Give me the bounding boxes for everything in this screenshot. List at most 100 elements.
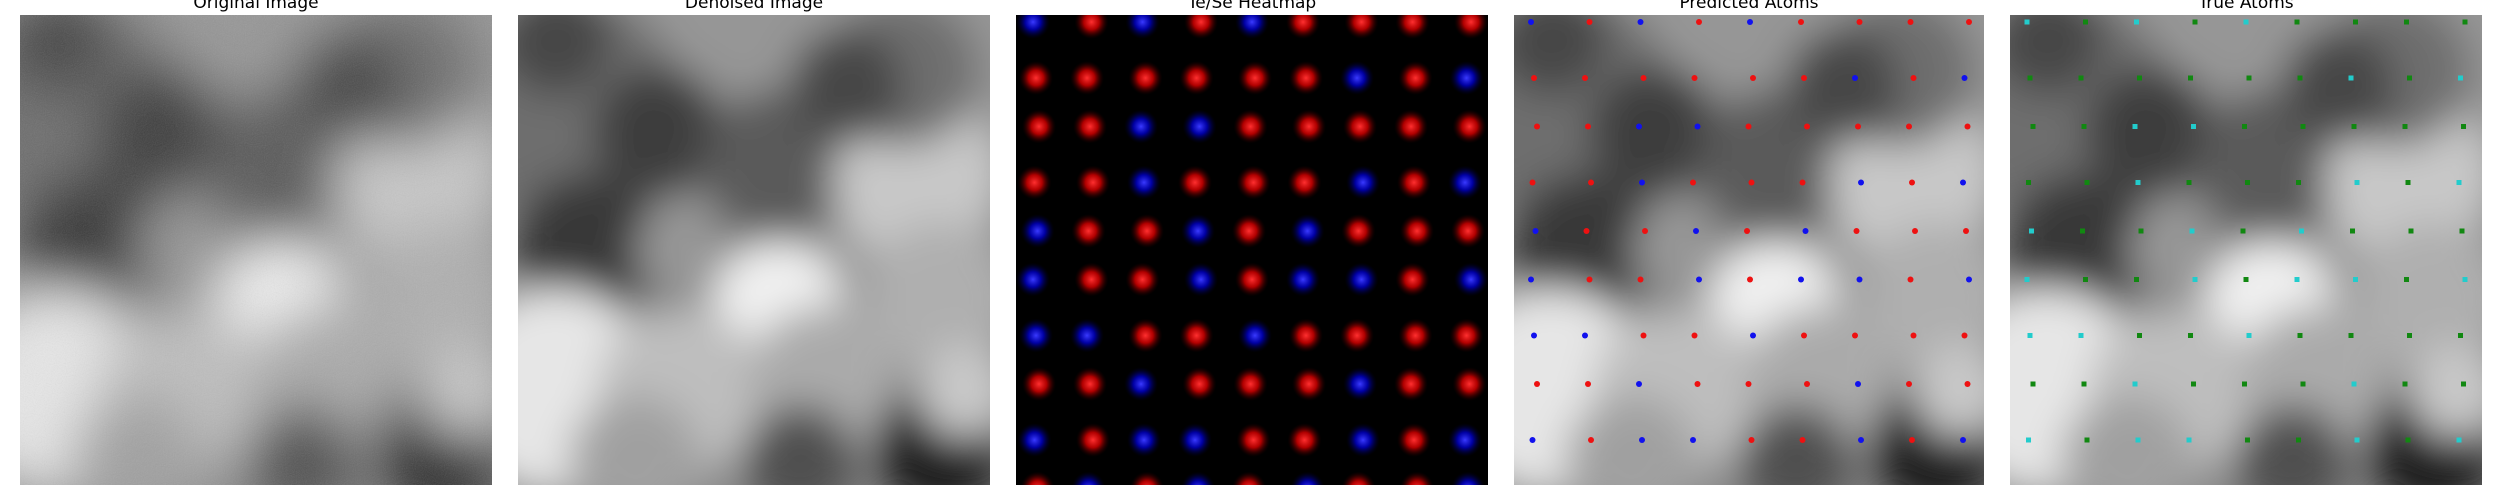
true-se-atom: [2024, 19, 2030, 25]
true-se-atom: [2456, 437, 2462, 443]
predicted-te-atom: [1744, 228, 1750, 234]
predicted-te-atom: [1585, 381, 1591, 387]
predicted-te-atom: [1909, 437, 1915, 443]
intensity-blob: [2282, 29, 2396, 142]
predicted-te-atom: [1696, 19, 1702, 25]
intensity-blob: [569, 395, 702, 485]
intensity-blob: [635, 203, 730, 297]
true-te-atom: [2294, 19, 2300, 25]
predicted-te-atom: [1907, 19, 1914, 25]
heatmap-te-spot: [1130, 214, 1164, 248]
heatmap-te-spot: [1233, 109, 1268, 144]
true-se-atom: [2027, 333, 2033, 338]
predicted-te-atom: [1640, 75, 1647, 81]
true-te-atom: [2188, 333, 2193, 338]
predicted-te-atom: [1747, 276, 1753, 283]
predicted-atom-markers: [1528, 19, 1972, 492]
heatmap-te-spot: [1074, 262, 1109, 297]
predicted-se-atom: [1960, 437, 1966, 443]
heatmap-se-spot: [1449, 61, 1484, 95]
heatmap-te-spot: [1292, 367, 1326, 401]
heatmap-te-spot: [1400, 471, 1434, 485]
heatmap-te-spot: [1397, 165, 1431, 200]
intensity-blob: [2085, 66, 2217, 199]
predicted-se-atom: [1584, 486, 1590, 492]
intensity-blob: [2010, 174, 2156, 326]
heatmap-te-spot: [1022, 367, 1056, 401]
true-te-atom: [2081, 124, 2087, 129]
heatmap-se-spot: [1127, 423, 1161, 457]
heatmap-se-spot: [1178, 423, 1212, 457]
predicted-se-atom: [1856, 276, 1863, 283]
intensity-blob: [1514, 15, 1608, 95]
true-te-atom: [2404, 19, 2409, 25]
panel-original: Original Image: [20, 0, 492, 485]
true-te-atom: [2462, 19, 2468, 25]
predicted-se-atom: [1636, 123, 1642, 130]
intensity-blob: [518, 174, 664, 326]
heatmap-se-spot: [1019, 318, 1053, 353]
predicted-te-atom: [1748, 437, 1755, 443]
predicted-te-atom: [1582, 75, 1588, 81]
true-se-atom: [2351, 381, 2357, 387]
heatmap-se-spot: [1181, 471, 1215, 485]
predicted-te-atom: [1852, 332, 1858, 339]
heatmap-te-spot: [1238, 61, 1272, 95]
heatmap-te-spot: [1073, 367, 1107, 401]
true-se-atom: [2189, 228, 2195, 234]
predicted-te-atom: [1637, 276, 1644, 283]
predicted-te-atom: [1801, 332, 1807, 339]
true-te-atom: [2300, 124, 2306, 129]
heatmap-te-spot: [1452, 109, 1487, 144]
true-se-atom: [2026, 437, 2031, 443]
heatmap-te-spot: [1451, 214, 1485, 248]
predicted-te-atom: [1906, 123, 1912, 130]
true-se-atom: [2299, 228, 2304, 234]
heatmap-se-spot: [1454, 262, 1488, 297]
predicted-se-atom: [1798, 276, 1804, 283]
predicted-te-atom: [1798, 19, 1804, 25]
true-te-atom: [2300, 381, 2306, 387]
true-se-atom: [2029, 228, 2034, 234]
true-te-atom: [2407, 75, 2412, 81]
heatmap-te-spot: [1233, 367, 1268, 401]
predicted-te-atom: [1642, 486, 1648, 492]
predicted-te-atom: [1804, 381, 1810, 387]
heatmap-te-spot: [1179, 318, 1214, 353]
predicted-te-atom: [1912, 228, 1918, 234]
true-se-atom: [2135, 437, 2141, 443]
predicted-te-atom: [1690, 179, 1696, 186]
heatmap-te-spot: [1236, 165, 1271, 200]
heatmap-se-spot: [1290, 471, 1325, 485]
predicted-se-atom: [1696, 276, 1702, 283]
predicted-te-atom: [1856, 19, 1863, 25]
true-te-atom: [2084, 180, 2090, 185]
heatmap-te-spot: [1178, 165, 1212, 200]
predicted-te-atom: [1963, 228, 1969, 234]
heatmap-te-spot: [1235, 262, 1269, 297]
predicted-te-atom: [1583, 228, 1590, 234]
denoised-image: [518, 15, 990, 485]
true-te-atom: [2240, 228, 2246, 234]
intensity-blob: [917, 344, 990, 438]
true-te-atom: [2353, 19, 2358, 25]
heatmap-te-spot: [1341, 471, 1376, 485]
true-te-atom: [2296, 437, 2301, 443]
true-te-atom: [2137, 333, 2142, 338]
true-te-atom: [2137, 75, 2142, 81]
true-se-atom: [2354, 437, 2360, 443]
true-te-atom: [2029, 486, 2034, 491]
true-se-atom: [2078, 333, 2084, 338]
true-se-atom: [2192, 277, 2198, 282]
predicted-se-atom: [1690, 437, 1696, 443]
heatmap-se-spot: [1184, 262, 1218, 297]
predicted-te-atom: [1586, 19, 1593, 25]
predicted-te-atom: [1961, 332, 1968, 339]
true-se-atom: [2191, 124, 2196, 129]
heatmap-se-spot: [1290, 214, 1325, 248]
intensity-blob: [1631, 203, 1726, 297]
true-te-atom: [2241, 486, 2246, 491]
predicted-se-atom: [1961, 75, 1968, 81]
heatmap-se-spot: [1286, 262, 1320, 297]
